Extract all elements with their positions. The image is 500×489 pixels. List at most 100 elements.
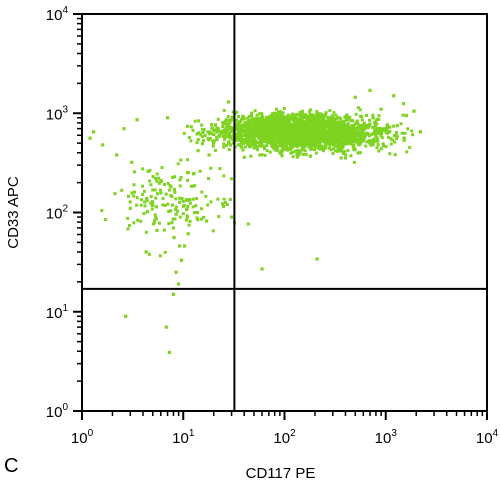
data-point <box>270 139 274 143</box>
data-point <box>228 135 232 139</box>
data-point <box>331 151 335 155</box>
data-point <box>261 122 265 126</box>
data-point <box>292 138 296 142</box>
data-point <box>295 118 299 122</box>
data-point <box>179 158 183 162</box>
data-point <box>309 144 313 148</box>
data-point <box>260 114 264 118</box>
data-point <box>164 325 168 329</box>
data-point <box>379 107 383 111</box>
data-point <box>345 128 349 132</box>
data-point <box>218 134 222 138</box>
data-point <box>281 143 285 147</box>
data-point <box>379 134 383 138</box>
data-point <box>153 213 157 217</box>
data-point <box>308 108 312 112</box>
data-point <box>367 134 371 138</box>
data-point <box>234 127 238 131</box>
data-point <box>239 140 243 144</box>
data-point <box>283 127 287 131</box>
data-point <box>325 125 329 129</box>
data-point <box>231 127 235 131</box>
data-point <box>167 350 172 354</box>
data-point <box>279 119 283 123</box>
data-point <box>323 119 327 123</box>
data-point <box>179 258 184 262</box>
data-point <box>382 128 386 132</box>
data-point <box>286 113 290 117</box>
data-point <box>299 115 303 119</box>
data-point <box>211 139 215 143</box>
data-point <box>200 207 204 211</box>
data-point <box>373 127 377 131</box>
data-point <box>238 124 242 128</box>
data-point <box>251 129 255 133</box>
data-point <box>260 120 264 124</box>
data-point <box>150 207 154 211</box>
x-tick-label: 104 <box>476 428 499 447</box>
data-point <box>243 133 247 137</box>
data-point <box>191 197 195 201</box>
data-point <box>263 118 267 122</box>
data-point <box>126 227 130 231</box>
data-point <box>167 188 171 192</box>
data-point <box>153 176 157 180</box>
data-point <box>332 111 336 115</box>
data-point <box>393 140 397 144</box>
data-point <box>222 142 226 146</box>
data-point <box>141 184 145 188</box>
data-point <box>188 219 192 223</box>
data-point <box>381 142 385 146</box>
data-point <box>344 118 348 122</box>
data-point <box>257 131 261 135</box>
data-point <box>171 226 175 230</box>
data-point <box>188 198 192 202</box>
y-tick-label: 101 <box>46 303 69 322</box>
data-point <box>280 123 284 127</box>
data-point <box>222 145 226 149</box>
data-point <box>288 138 292 142</box>
data-point <box>305 114 309 118</box>
data-point <box>282 115 286 119</box>
data-point <box>239 137 243 141</box>
data-point <box>214 128 218 132</box>
data-point <box>204 194 208 198</box>
data-point <box>246 120 250 124</box>
data-point <box>315 129 319 133</box>
data-point <box>186 178 190 182</box>
data-point <box>293 119 297 123</box>
data-point <box>213 148 217 152</box>
data-point <box>288 140 292 144</box>
data-point <box>255 113 259 117</box>
data-point <box>195 132 199 136</box>
data-point <box>237 126 241 130</box>
data-point <box>283 147 287 151</box>
data-point <box>349 154 353 158</box>
data-point <box>349 127 353 131</box>
data-point <box>391 124 395 128</box>
data-point <box>315 113 319 117</box>
data-point <box>268 137 272 141</box>
data-point <box>249 144 253 148</box>
data-point <box>318 140 322 144</box>
data-point <box>369 139 373 143</box>
data-point <box>343 124 347 128</box>
x-tick-label: 100 <box>71 428 94 447</box>
data-point <box>246 130 250 134</box>
data-point <box>318 112 322 116</box>
data-point <box>248 140 252 144</box>
data-point <box>348 116 352 120</box>
data-point <box>225 203 229 207</box>
y-tick-label: 102 <box>46 204 69 223</box>
data-point <box>405 150 409 154</box>
data-point <box>195 197 199 201</box>
data-point <box>212 129 216 133</box>
data-point <box>365 132 369 136</box>
data-point <box>182 244 187 248</box>
data-point <box>194 204 198 208</box>
data-point <box>312 129 316 133</box>
data-point <box>224 129 228 133</box>
data-point <box>386 135 390 139</box>
data-point <box>226 122 230 126</box>
data-point <box>292 116 296 120</box>
